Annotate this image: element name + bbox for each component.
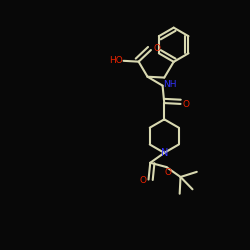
Text: N: N [160,148,168,158]
Text: HO: HO [109,56,122,64]
Text: O: O [139,176,146,185]
Text: NH: NH [163,80,177,89]
Text: O: O [164,168,172,177]
Text: O: O [182,100,189,109]
Text: O: O [153,44,160,54]
